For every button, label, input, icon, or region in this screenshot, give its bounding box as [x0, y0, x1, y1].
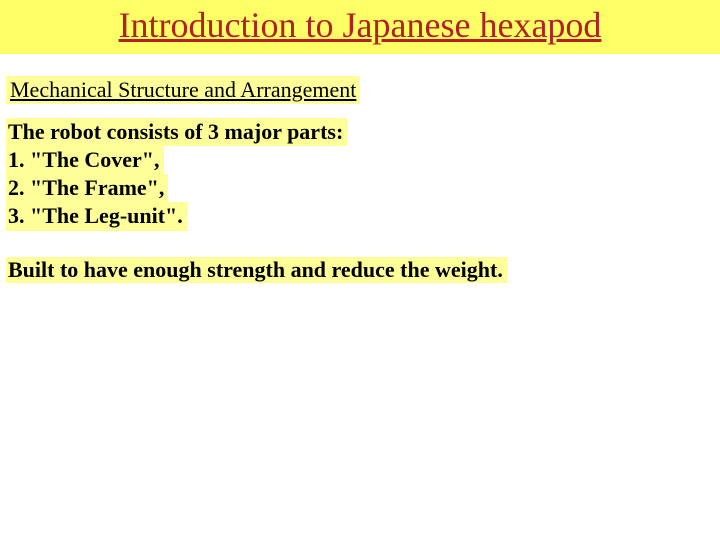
summary-text: Built to have enough strength and reduce… [6, 257, 507, 283]
summary-block: Built to have enough strength and reduce… [6, 257, 720, 283]
parts-intro: The robot consists of 3 major parts: [6, 118, 347, 146]
parts-item-1: 1. "The Cover", [6, 146, 164, 174]
slide-title: Introduction to Japanese hexapod [0, 4, 720, 46]
subtitle-row: Mechanical Structure and Arrangement [0, 76, 720, 118]
subtitle-text: Mechanical Structure and Arrangement [6, 76, 360, 104]
parts-item-2: 2. "The Frame", [6, 174, 168, 202]
parts-item-3: 3. "The Leg-unit". [6, 202, 187, 230]
parts-block: The robot consists of 3 major parts: 1. … [6, 118, 720, 231]
title-block: Introduction to Japanese hexapod [0, 0, 720, 54]
slide-container: Introduction to Japanese hexapod Mechani… [0, 0, 720, 540]
